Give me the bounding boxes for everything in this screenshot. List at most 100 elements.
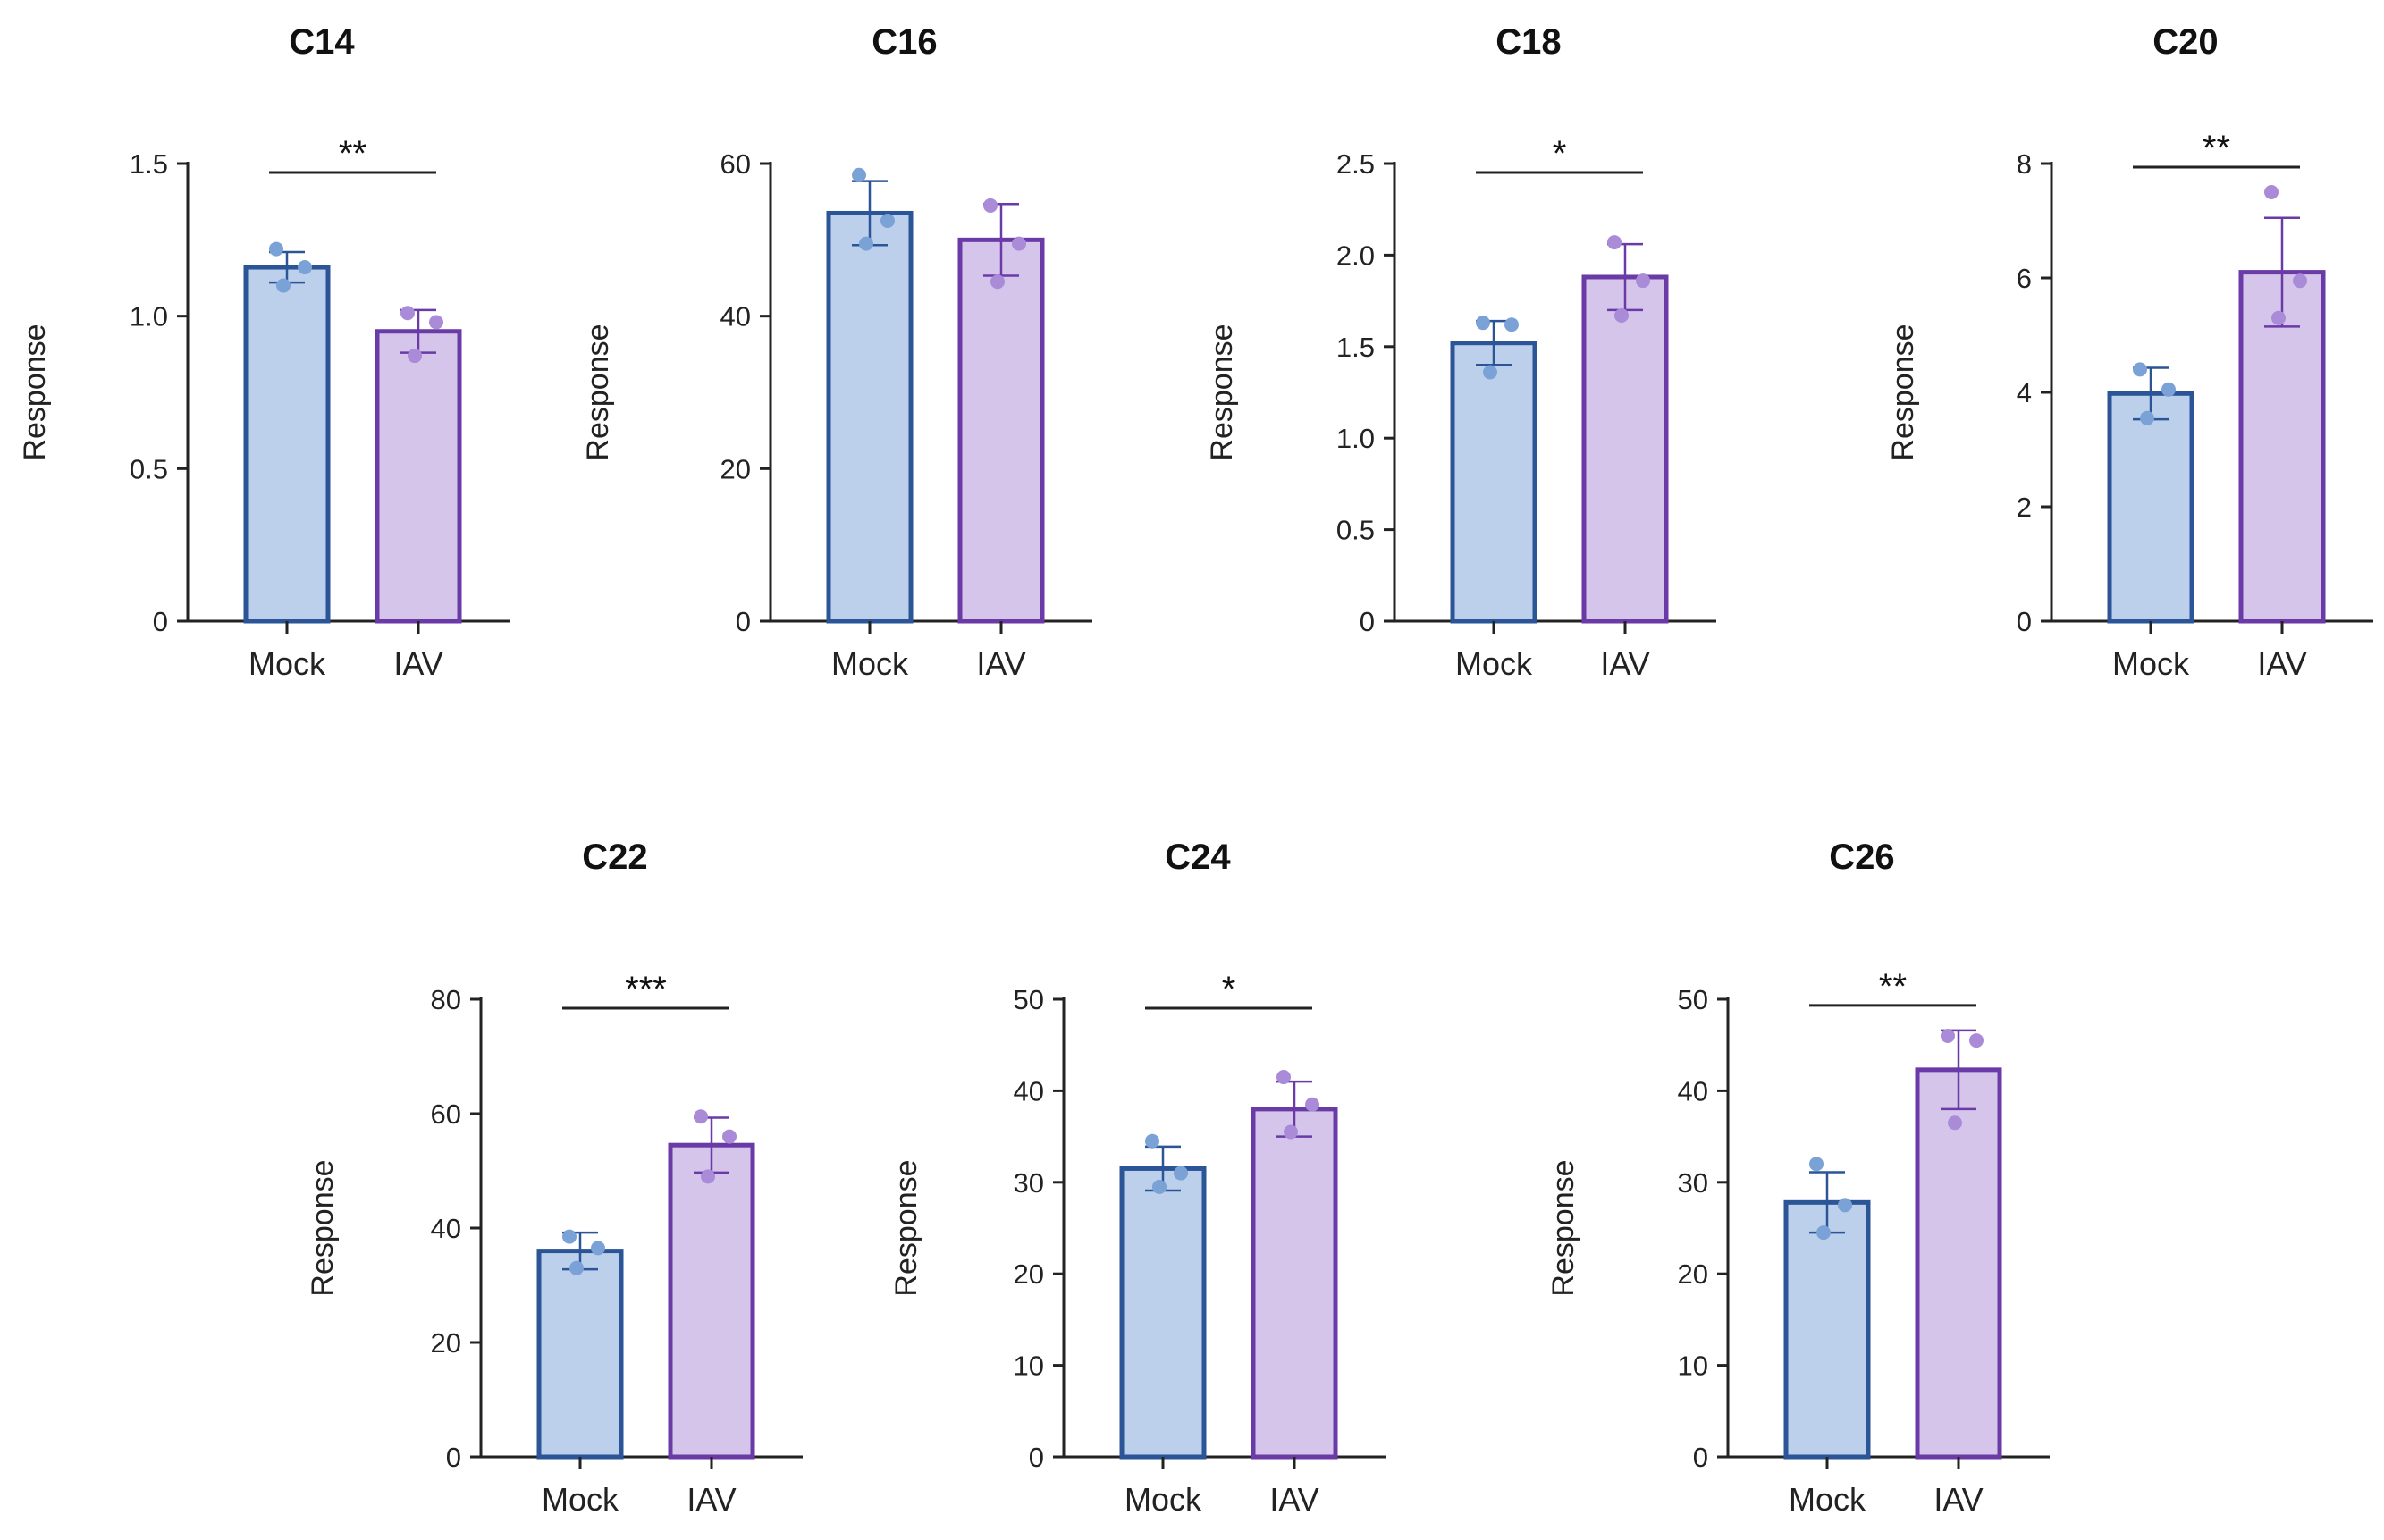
data-point-iav bbox=[429, 315, 443, 330]
data-point-iav bbox=[1614, 307, 1629, 323]
y-tick-label: 30 bbox=[1678, 1167, 1708, 1199]
y-tick-label: 0 bbox=[153, 606, 168, 637]
bar-mock bbox=[243, 265, 331, 624]
y-tick-label: 0 bbox=[1360, 606, 1375, 637]
data-point-mock bbox=[2140, 410, 2154, 425]
bar-iav bbox=[2238, 270, 2326, 624]
y-tick-label: 60 bbox=[431, 1098, 461, 1130]
significance-label: ** bbox=[339, 134, 366, 173]
data-point-iav bbox=[722, 1129, 737, 1144]
chart-panel-c22: C22 Response 0 20 40 60 80 Mock IAV *** bbox=[306, 837, 803, 1518]
y-tick-label: 2.0 bbox=[1336, 240, 1375, 271]
data-point-iav bbox=[1284, 1124, 1298, 1140]
data-point-iav bbox=[2293, 273, 2307, 289]
data-point-mock bbox=[1476, 316, 1490, 331]
significance-label: *** bbox=[625, 970, 667, 1009]
y-tick-label: 0 bbox=[736, 606, 751, 637]
y-axis-label: Response bbox=[1205, 324, 1239, 460]
y-tick-label: 80 bbox=[431, 984, 461, 1015]
data-point-iav bbox=[2271, 310, 2286, 325]
y-tick-label: 40 bbox=[431, 1213, 461, 1244]
bar-mock bbox=[1119, 1166, 1207, 1460]
data-point-mock bbox=[1504, 317, 1519, 332]
y-tick-label: 2.5 bbox=[1336, 148, 1375, 180]
x-tick-label: IAV bbox=[2257, 645, 2306, 682]
significance-label: ** bbox=[2203, 129, 2230, 168]
data-point-iav bbox=[1276, 1070, 1291, 1085]
y-tick-label: 50 bbox=[1678, 984, 1708, 1015]
y-axis-label: Response bbox=[889, 1159, 923, 1296]
y-tick-label: 1.0 bbox=[130, 301, 168, 332]
data-point-iav bbox=[990, 274, 1005, 290]
y-tick-label: 30 bbox=[1014, 1167, 1044, 1199]
y-tick-label: 1.5 bbox=[1336, 332, 1375, 363]
bar-mock bbox=[2107, 391, 2194, 624]
x-tick-label: IAV bbox=[687, 1481, 736, 1518]
data-point-iav bbox=[694, 1109, 708, 1124]
y-tick-label: 10 bbox=[1014, 1351, 1044, 1382]
y-tick-label: 1.5 bbox=[130, 148, 168, 180]
y-tick-label: 40 bbox=[1014, 1075, 1044, 1107]
data-point-mock bbox=[1809, 1157, 1824, 1172]
y-tick-label: 1.0 bbox=[1336, 423, 1375, 454]
data-point-mock bbox=[276, 278, 291, 293]
bar-iav bbox=[1581, 274, 1669, 624]
chart-title: C22 bbox=[582, 837, 647, 877]
bar-iav bbox=[957, 237, 1045, 624]
data-point-mock bbox=[859, 236, 873, 251]
bar-iav bbox=[375, 329, 462, 624]
x-tick-label: IAV bbox=[1933, 1481, 1983, 1518]
y-tick-label: 20 bbox=[720, 453, 751, 484]
y-tick-label: 4 bbox=[2017, 377, 2032, 408]
x-tick-label: Mock bbox=[1125, 1481, 1202, 1518]
x-tick-label: IAV bbox=[1600, 645, 1649, 682]
x-tick-label: IAV bbox=[393, 645, 442, 682]
data-point-iav bbox=[983, 198, 998, 213]
chart-panel-c26: C26 Response 0 10 20 30 40 50 Mock IAV ** bbox=[1546, 837, 2050, 1518]
data-point-mock bbox=[569, 1260, 584, 1275]
y-axis-label: Response bbox=[1886, 324, 1920, 460]
y-tick-label: 60 bbox=[720, 148, 751, 180]
data-point-mock bbox=[880, 214, 895, 228]
y-tick-label: 40 bbox=[1678, 1075, 1708, 1107]
bar-iav bbox=[1251, 1107, 1338, 1460]
significance-label: * bbox=[1553, 134, 1567, 173]
y-tick-label: 20 bbox=[431, 1327, 461, 1359]
data-point-mock bbox=[1838, 1198, 1852, 1213]
data-point-mock bbox=[1152, 1179, 1167, 1194]
bar-iav bbox=[668, 1142, 755, 1460]
chart-panel-c24: C24 Response 0 10 20 30 40 50 Mock IAV * bbox=[889, 837, 1386, 1518]
data-point-iav bbox=[701, 1169, 715, 1184]
data-point-iav bbox=[400, 306, 415, 321]
chart-panel-c14: C14 Response 0 0.5 1.0 1.5 Mock IAV ** bbox=[18, 22, 510, 682]
y-tick-label: 0 bbox=[1029, 1442, 1044, 1473]
data-point-iav bbox=[1948, 1115, 1962, 1131]
data-point-iav bbox=[408, 349, 422, 364]
data-point-iav bbox=[1969, 1033, 1984, 1048]
data-point-mock bbox=[2161, 382, 2176, 397]
y-tick-label: 20 bbox=[1678, 1258, 1708, 1290]
y-tick-label: 0 bbox=[2017, 606, 2032, 637]
y-axis-label: Response bbox=[581, 324, 615, 460]
y-tick-label: 40 bbox=[720, 301, 751, 332]
y-axis-label: Response bbox=[1546, 1159, 1580, 1296]
x-tick-label: IAV bbox=[1269, 1481, 1318, 1518]
data-point-iav bbox=[1012, 236, 1026, 251]
bar-mock bbox=[826, 210, 914, 624]
data-point-mock bbox=[591, 1241, 605, 1256]
y-axis-label: Response bbox=[306, 1159, 340, 1296]
y-tick-label: 6 bbox=[2017, 263, 2032, 294]
data-point-iav bbox=[1607, 235, 1622, 250]
chart-panel-c16: C16 Response 0 20 40 60 Mock IAV bbox=[581, 22, 1092, 682]
data-point-mock bbox=[2133, 362, 2147, 377]
significance-label: * bbox=[1222, 970, 1236, 1009]
y-tick-label: 10 bbox=[1678, 1351, 1708, 1382]
data-point-mock bbox=[1816, 1225, 1831, 1241]
data-point-iav bbox=[1305, 1097, 1319, 1112]
x-tick-label: Mock bbox=[831, 645, 909, 682]
data-point-mock bbox=[1483, 365, 1497, 380]
data-point-mock bbox=[269, 241, 283, 257]
y-tick-label: 8 bbox=[2017, 148, 2032, 180]
data-point-mock bbox=[852, 167, 866, 182]
